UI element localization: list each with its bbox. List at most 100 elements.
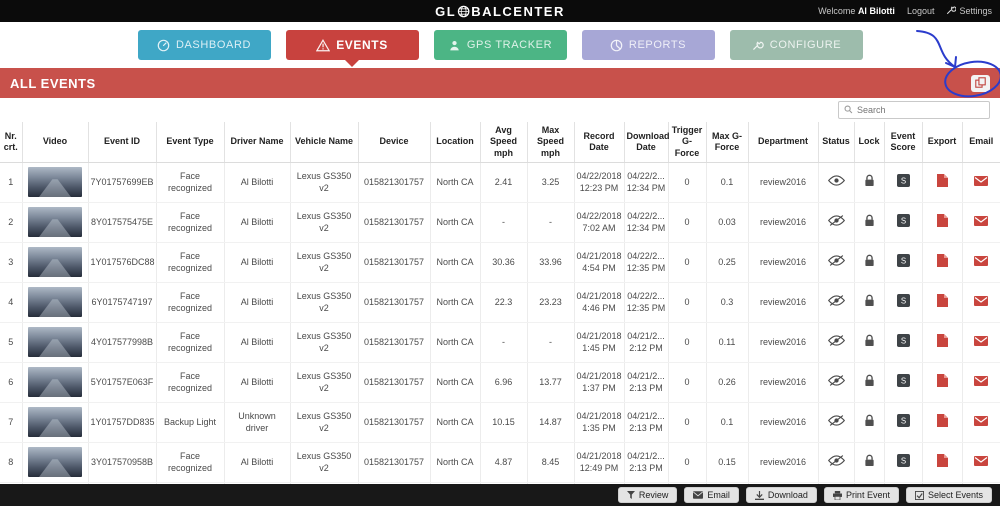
export-pdf-icon[interactable] bbox=[936, 254, 948, 268]
email-icon bbox=[693, 491, 704, 499]
event-score-icon[interactable]: S bbox=[896, 334, 910, 348]
device-cell: 015821301757 bbox=[358, 322, 431, 363]
table-row[interactable]: 7 1Y01757DD835 Backup Light Unknown driver L… bbox=[0, 402, 1000, 443]
video-thumbnail[interactable] bbox=[28, 367, 82, 398]
export-pdf-icon[interactable] bbox=[936, 454, 948, 468]
export-pdf-icon-cell bbox=[922, 282, 963, 323]
video-thumbnail[interactable] bbox=[28, 207, 82, 238]
location-cell: North CA bbox=[430, 402, 481, 443]
export-events-button[interactable] bbox=[971, 74, 990, 92]
tab-gps-tracker[interactable]: GPS TRACKER bbox=[433, 30, 567, 60]
event-score-icon[interactable]: S bbox=[896, 174, 910, 188]
event-score-icon[interactable]: S bbox=[896, 374, 910, 388]
video-thumbnail[interactable] bbox=[28, 447, 82, 478]
lock-icon[interactable] bbox=[864, 374, 875, 387]
reports-icon bbox=[610, 39, 623, 52]
location-cell: North CA bbox=[430, 242, 481, 283]
event-score-icon-cell: S bbox=[884, 362, 923, 403]
driver-name-cell: Al Bilotti bbox=[224, 162, 291, 203]
video-thumbnail[interactable] bbox=[28, 327, 82, 358]
status-eye-icon[interactable] bbox=[827, 255, 845, 267]
email-icon[interactable] bbox=[974, 295, 989, 306]
status-eye-icon[interactable] bbox=[827, 455, 845, 467]
location-cell: North CA bbox=[430, 202, 481, 243]
status-eye-icon[interactable] bbox=[827, 375, 845, 387]
event-score-icon[interactable]: S bbox=[896, 454, 910, 468]
record-date-cell: 04/21/2018 4:46 PM bbox=[574, 282, 625, 323]
dashboard-icon bbox=[157, 39, 170, 52]
lock-icon[interactable] bbox=[864, 414, 875, 427]
email-icon[interactable] bbox=[974, 215, 989, 226]
event-score-icon-cell: S bbox=[884, 242, 923, 283]
department-cell: review2016 bbox=[748, 242, 819, 283]
tab-reports[interactable]: REPORTS bbox=[581, 30, 715, 60]
logout-link[interactable]: Logout bbox=[906, 6, 935, 16]
email-icon[interactable] bbox=[974, 375, 989, 386]
settings-button[interactable]: Settings bbox=[946, 5, 992, 17]
table-row[interactable]: 4 6Y0175747197 Face recognized Al Bilotti Le… bbox=[0, 282, 1000, 323]
vehicle-name-cell: Lexus GS350 v2 bbox=[290, 402, 359, 443]
tab-dashboard[interactable]: DASHBOARD bbox=[137, 30, 271, 60]
status-eye-icon[interactable] bbox=[827, 175, 845, 186]
status-eye-icon[interactable] bbox=[827, 295, 845, 307]
email-icon[interactable] bbox=[974, 255, 989, 266]
column-header: Record Date bbox=[574, 122, 625, 163]
email-icon[interactable] bbox=[974, 335, 989, 346]
table-row[interactable]: 3 1Y017576DC88 Face recognized Al Bilotti Le… bbox=[0, 242, 1000, 283]
video-thumbnail[interactable] bbox=[28, 247, 82, 278]
export-pdf-icon[interactable] bbox=[936, 214, 948, 228]
export-pdf-icon[interactable] bbox=[936, 414, 948, 428]
username: Al Bilotti bbox=[857, 6, 895, 16]
event-score-icon[interactable]: S bbox=[896, 414, 910, 428]
select-button[interactable]: Select Events bbox=[905, 487, 992, 503]
max-speed-cell: 13.77 bbox=[527, 362, 575, 403]
status-eye-icon-cell bbox=[818, 162, 855, 203]
lock-icon[interactable] bbox=[864, 334, 875, 347]
status-eye-icon[interactable] bbox=[827, 335, 845, 347]
table-row[interactable]: 5 4Y017577998B Face recognized Al Bilotti Le… bbox=[0, 322, 1000, 363]
column-header: Event Type bbox=[156, 122, 225, 163]
trigger-gforce-cell: 0 bbox=[668, 402, 707, 443]
export-pdf-icon-cell bbox=[922, 162, 963, 203]
export-pdf-icon[interactable] bbox=[936, 294, 948, 308]
video-thumbnail[interactable] bbox=[28, 407, 82, 438]
tab-configure[interactable]: CONFIGURE bbox=[729, 30, 863, 60]
search-input[interactable] bbox=[857, 105, 984, 115]
row-number-cell: 2 bbox=[0, 202, 23, 243]
status-eye-icon[interactable] bbox=[827, 415, 845, 427]
table-row[interactable]: 8 3Y017570958B Face recognized Al Bilotti Le… bbox=[0, 442, 1000, 483]
table-row[interactable]: 6 5Y01757E063F Face recognized Al Bilotti Le… bbox=[0, 362, 1000, 403]
lock-icon[interactable] bbox=[864, 214, 875, 227]
download-button[interactable]: Download bbox=[745, 487, 817, 503]
status-eye-icon[interactable] bbox=[827, 215, 845, 227]
vehicle-name-cell: Lexus GS350 v2 bbox=[290, 282, 359, 323]
export-pdf-icon[interactable] bbox=[936, 374, 948, 388]
export-pdf-icon[interactable] bbox=[936, 334, 948, 348]
row-number-cell: 6 bbox=[0, 362, 23, 403]
table-row[interactable]: 2 8Y017575475E Face recognized Al Bilotti Le… bbox=[0, 202, 1000, 243]
vehicle-name-cell: Lexus GS350 v2 bbox=[290, 322, 359, 363]
print-button[interactable]: Print Event bbox=[823, 487, 899, 503]
export-pdf-icon[interactable] bbox=[936, 174, 948, 188]
table-row[interactable]: 1 7Y01757699EB Face recognized Al Bilotti Le… bbox=[0, 162, 1000, 203]
email-icon[interactable] bbox=[974, 455, 989, 466]
event-score-icon[interactable]: S bbox=[896, 214, 910, 228]
email-icon[interactable] bbox=[974, 415, 989, 426]
location-cell: North CA bbox=[430, 282, 481, 323]
video-thumbnail[interactable] bbox=[28, 287, 82, 318]
lock-icon[interactable] bbox=[864, 174, 875, 187]
lock-icon[interactable] bbox=[864, 454, 875, 467]
brand-prefix: GL bbox=[435, 3, 457, 19]
lock-icon[interactable] bbox=[864, 294, 875, 307]
email-icon[interactable] bbox=[974, 175, 989, 186]
event-score-icon[interactable]: S bbox=[896, 254, 910, 268]
wrench-icon bbox=[946, 5, 957, 17]
location-cell: North CA bbox=[430, 442, 481, 483]
lock-icon[interactable] bbox=[864, 254, 875, 267]
tab-events[interactable]: EVENTS bbox=[285, 30, 419, 67]
email-button[interactable]: Email bbox=[684, 487, 739, 503]
button-label: Review bbox=[638, 490, 669, 500]
event-score-icon[interactable]: S bbox=[896, 294, 910, 308]
review-button[interactable]: Review bbox=[617, 487, 678, 503]
video-thumbnail[interactable] bbox=[28, 167, 82, 198]
